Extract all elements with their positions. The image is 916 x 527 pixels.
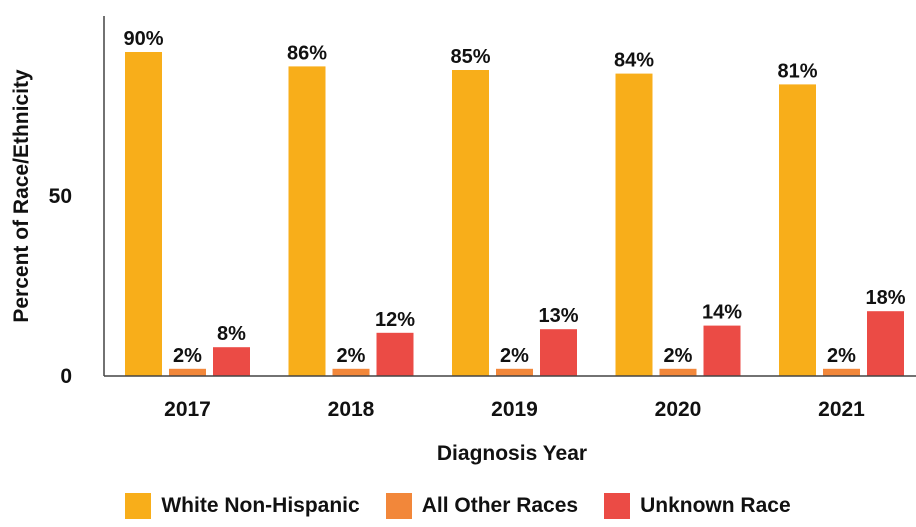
data-label-unknown-race-2019: 13% [538,305,578,327]
chart-legend: White Non-Hispanic All Other Races Unkno… [0,488,916,524]
bar-white-non-hispanic-2021 [779,84,816,377]
x-tick-labels: 2017 2018 2019 2020 2021 [164,398,865,421]
legend-swatch-unknown-race [604,493,631,519]
data-label-all-other-races-2021: 2% [827,345,856,367]
legend-item-unknown-race: Unknown Race [604,493,791,519]
data-label-all-other-races-2019: 2% [500,345,529,367]
legend-label-white-non-hispanic: White Non-Hispanic [161,494,360,517]
bar-all-other-races-2017 [169,368,206,376]
bar-all-other-races-2020 [659,368,697,376]
bar-unknown-race-2017 [213,347,250,376]
data-label-all-other-races-2017: 2% [173,345,202,367]
bar-unknown-race-2018 [376,332,414,376]
data-label-unknown-race-2021: 18% [865,287,905,309]
data-label-white-non-hispanic-2018: 86% [287,42,327,64]
y-axis-title: Percent of Race/Ethnicity [10,69,33,323]
legend-label-all-other-races: All Other Races [421,494,579,517]
bar-all-other-races-2019 [496,368,533,376]
bar-white-non-hispanic-2019 [452,70,489,376]
bars-layer [125,52,904,377]
data-label-unknown-race-2018: 12% [375,309,415,331]
legend-swatch-all-other-races [385,493,412,519]
data-label-all-other-races-2018: 2% [337,345,366,367]
legend-item-all-other-races: All Other Races [385,493,579,519]
bar-unknown-race-2021 [867,311,904,376]
y-tick-label-50: 50 [49,185,72,208]
legend-label-unknown-race: Unknown Race [640,494,791,517]
data-label-all-other-races-2020: 2% [664,345,693,367]
bar-unknown-race-2019 [540,329,577,376]
legend-swatch-white-non-hispanic [125,493,152,519]
bar-unknown-race-2020 [703,325,741,376]
x-tick-label-2020: 2020 [655,398,702,421]
bar-all-other-races-2018 [332,368,370,376]
x-tick-label-2021: 2021 [818,398,865,421]
data-label-white-non-hispanic-2020: 84% [614,50,654,72]
data-label-white-non-hispanic-2021: 81% [777,60,817,82]
data-label-unknown-race-2020: 14% [702,302,742,324]
data-label-unknown-race-2017: 8% [217,323,246,345]
data-label-white-non-hispanic-2019: 85% [450,46,490,68]
bar-white-non-hispanic-2018 [288,66,326,377]
x-tick-label-2018: 2018 [328,398,375,421]
bar-all-other-races-2021 [823,368,860,376]
bar-chart: 90%2%8%86%2%12%85%2%13%84%2%14%81%2%18% … [10,16,916,465]
data-label-white-non-hispanic-2017: 90% [123,28,163,50]
bar-white-non-hispanic-2017 [125,52,162,376]
y-tick-labels: 0 50 [49,185,72,388]
legend-item-white-non-hispanic: White Non-Hispanic [125,493,360,519]
bar-white-non-hispanic-2020 [615,73,653,376]
value-labels-layer: 90% 2% 8% 86% 2% 12% 85% 2% 13% 84% 2% 14% 81% 2% 18% [123,28,905,367]
x-tick-label-2017: 2017 [164,398,211,421]
x-tick-label-2019: 2019 [491,398,538,421]
y-tick-label-0: 0 [60,365,72,388]
x-axis-title: Diagnosis Year [437,442,587,465]
